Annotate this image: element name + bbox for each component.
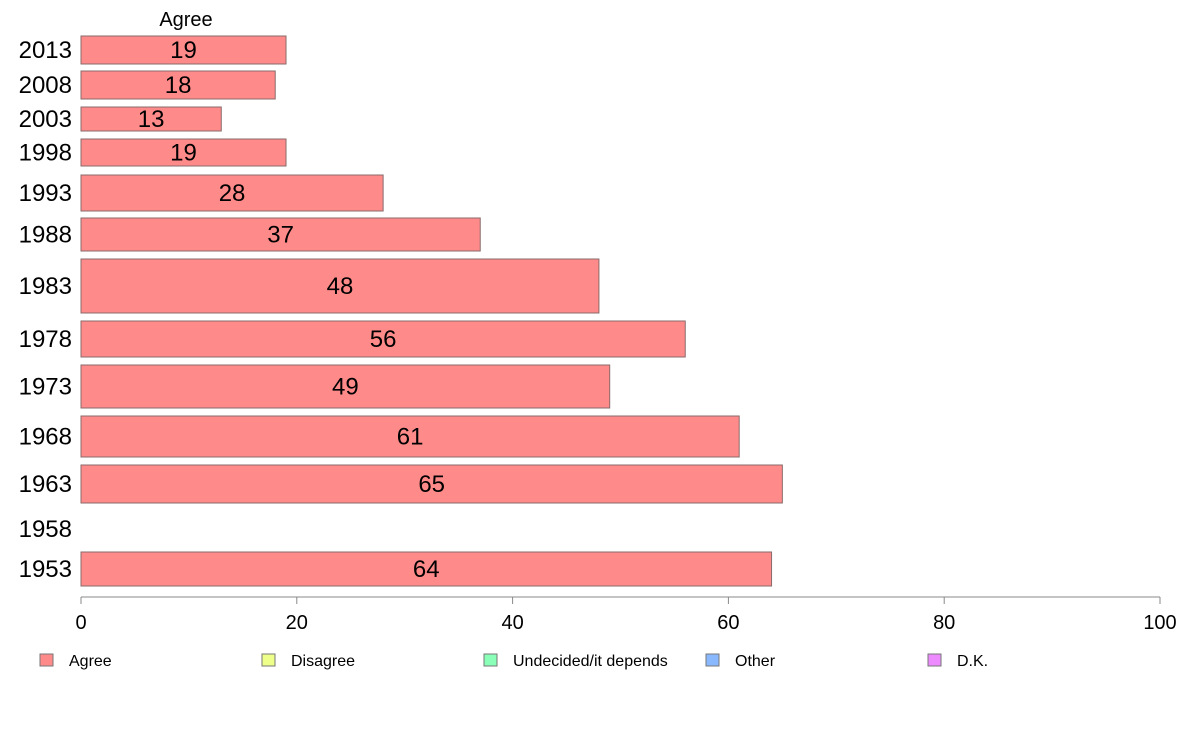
data-label: 64	[413, 556, 440, 583]
bar	[80, 70, 276, 100]
chart-title: Agree	[159, 9, 212, 31]
category-label: 2008	[19, 72, 72, 99]
category-label: 1988	[19, 222, 72, 249]
data-label: 19	[170, 37, 197, 64]
category-label: 1993	[19, 180, 72, 207]
legend: Agree Disagree Undecided/it depends Other D.…	[39, 653, 988, 670]
data-label: 37	[267, 222, 294, 249]
category-label: 1958	[19, 516, 72, 543]
bar	[80, 35, 287, 65]
x-tick-label: 40	[501, 612, 523, 634]
legend-swatch	[39, 653, 54, 667]
x-tick-label: 20	[286, 612, 308, 634]
category-label: 1998	[19, 140, 72, 167]
bar	[80, 106, 222, 132]
legend-label: Other	[735, 653, 776, 670]
bar	[80, 551, 773, 587]
bar	[80, 320, 686, 358]
bar	[80, 364, 611, 409]
x-tick-label: 60	[717, 612, 739, 634]
category-label: 1963	[19, 471, 72, 498]
legend-label: D.K.	[957, 653, 988, 670]
category-label: 1968	[19, 424, 72, 451]
category-label: 1973	[19, 374, 72, 401]
data-label: 28	[219, 180, 246, 207]
bar	[80, 217, 481, 252]
data-label: 48	[327, 273, 354, 300]
x-tick-label: 0	[75, 612, 86, 634]
category-label: 1983	[19, 273, 72, 300]
x-tick-label: 80	[933, 612, 955, 634]
data-label: 65	[418, 471, 445, 498]
bar	[80, 464, 783, 504]
legend-swatch	[927, 653, 942, 667]
category-label: 1953	[19, 556, 72, 583]
legend-swatch	[261, 653, 276, 667]
data-label: 49	[332, 374, 359, 401]
bar	[80, 138, 287, 167]
bar	[80, 174, 384, 212]
data-label: 13	[138, 106, 165, 133]
legend-label: Disagree	[291, 653, 355, 670]
legend-label: Agree	[69, 653, 112, 670]
data-label: 19	[170, 140, 197, 167]
x-tick-label: 100	[1143, 612, 1176, 634]
legend-label: Undecided/it depends	[513, 653, 668, 670]
category-label: 2003	[19, 106, 72, 133]
x-axis: 0 20 40 60 80 100	[75, 596, 1177, 634]
bar	[80, 415, 740, 458]
bar	[80, 258, 600, 314]
category-label: 1978	[19, 326, 72, 353]
category-label: 2013	[19, 37, 72, 64]
legend-swatch	[483, 653, 498, 667]
data-label: 56	[370, 326, 397, 353]
legend-swatch	[705, 653, 720, 667]
category-labels: 2013 2008 2003 1998 1993 1988 1983 1978 1973 1968…	[19, 37, 72, 583]
data-label: 61	[397, 424, 424, 451]
data-label: 18	[165, 72, 192, 99]
